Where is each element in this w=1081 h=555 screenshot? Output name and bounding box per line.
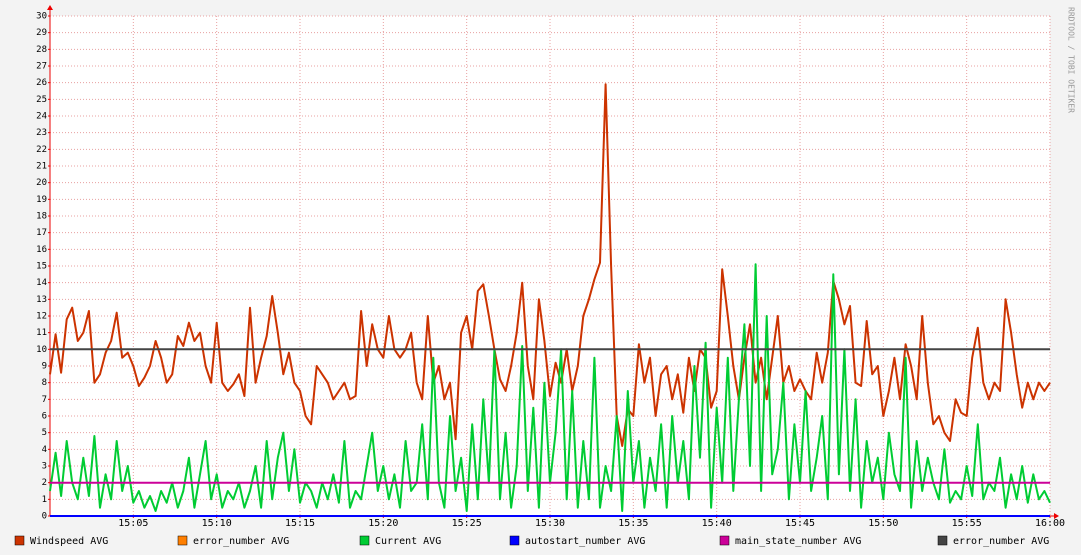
y-tick-label: 11: [36, 328, 47, 338]
x-tick-label: 15:30: [535, 518, 565, 529]
x-tick-label: 15:10: [202, 518, 232, 529]
y-tick-label: 19: [36, 195, 47, 205]
x-tick-label: 15:45: [785, 518, 815, 529]
y-tick-label: 24: [36, 112, 47, 122]
legend-swatch: [509, 535, 520, 546]
y-tick-label: 3: [42, 462, 47, 472]
x-tick-label: 15:05: [118, 518, 148, 529]
y-tick-label: 16: [36, 245, 47, 255]
legend-swatch: [177, 535, 188, 546]
y-tick-label: 20: [36, 178, 47, 188]
y-tick-label: 26: [36, 78, 47, 88]
y-tick-label: 6: [42, 412, 47, 422]
x-tick-label: 15:20: [368, 518, 398, 529]
legend-swatch: [937, 535, 948, 546]
y-tick-label: 2: [42, 478, 47, 488]
y-tick-label: 7: [42, 395, 47, 405]
legend-label: Windspeed AVG: [30, 536, 108, 547]
x-tick-label: 15:50: [868, 518, 898, 529]
y-tick-label: 10: [36, 345, 47, 355]
x-tick-label: 16:00: [1035, 518, 1065, 529]
x-tick-label: 15:55: [952, 518, 982, 529]
y-tick-label: 8: [42, 378, 47, 388]
y-tick-label: 28: [36, 45, 47, 55]
credit: RRDTOOL / TOBI OETIKER: [1067, 7, 1076, 113]
y-tick-label: 29: [36, 28, 47, 38]
y-tick-label: 0: [42, 512, 47, 522]
x-tick-label: 15:35: [618, 518, 648, 529]
y-tick-label: 15: [36, 262, 47, 272]
legend-label: main_state_number AVG: [735, 536, 861, 547]
legend-label: error_number AVG: [953, 536, 1049, 547]
y-tick-label: 27: [36, 62, 47, 72]
axis-arrow: [47, 5, 53, 10]
legend-label: autostart_number AVG: [525, 536, 645, 547]
series-line: [49, 83, 1051, 447]
y-tick-label: 4: [42, 445, 47, 455]
y-tick-label: 22: [36, 145, 47, 155]
legend-swatch: [719, 535, 730, 546]
y-tick-label: 23: [36, 128, 47, 138]
y-tick-label: 17: [36, 228, 47, 238]
axis-arrow: [1054, 513, 1059, 519]
x-tick-label: 15:40: [702, 518, 732, 529]
y-tick-label: 30: [36, 12, 47, 22]
legend-swatch: [359, 535, 370, 546]
y-tick-label: 13: [36, 295, 47, 305]
y-tick-label: 25: [36, 95, 47, 105]
legend-swatch: [14, 535, 25, 546]
y-tick-label: 9: [42, 362, 47, 372]
x-tick-label: 15:15: [285, 518, 315, 529]
y-tick-label: 5: [42, 428, 47, 438]
y-tick-label: 18: [36, 212, 47, 222]
y-tick-label: 21: [36, 162, 47, 172]
y-tick-label: 1: [42, 495, 47, 505]
y-tick-label: 12: [36, 312, 47, 322]
legend-label: Current AVG: [375, 536, 441, 547]
y-tick-label: 14: [36, 278, 47, 288]
x-tick-label: 15:25: [452, 518, 482, 529]
legend-label: error_number AVG: [193, 536, 289, 547]
